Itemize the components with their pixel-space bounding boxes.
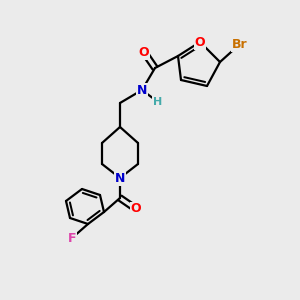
Text: O: O (139, 46, 149, 59)
Text: H: H (153, 97, 163, 107)
Text: O: O (195, 35, 205, 49)
Text: N: N (115, 172, 125, 184)
Text: F: F (68, 232, 76, 244)
Text: Br: Br (232, 38, 248, 50)
Text: O: O (131, 202, 141, 215)
Text: N: N (137, 83, 147, 97)
